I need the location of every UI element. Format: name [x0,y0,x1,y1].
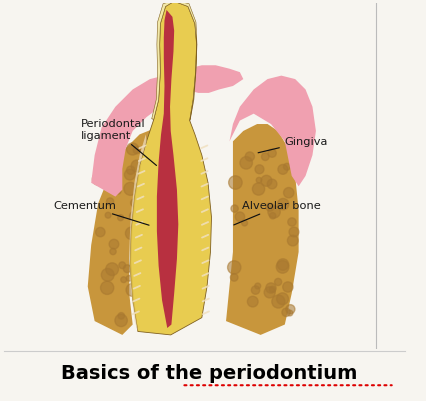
Circle shape [130,212,140,222]
Circle shape [268,150,276,158]
Circle shape [227,261,241,274]
Circle shape [133,263,146,276]
Circle shape [283,282,293,292]
Circle shape [272,295,285,308]
Circle shape [123,265,131,273]
Text: Gingiva: Gingiva [258,137,328,154]
Circle shape [256,178,262,184]
Circle shape [101,269,114,282]
Circle shape [289,227,299,237]
Circle shape [127,144,138,156]
Circle shape [125,227,138,240]
Circle shape [261,176,272,187]
Circle shape [278,165,288,175]
Circle shape [262,154,269,161]
Circle shape [121,277,127,283]
Circle shape [245,152,254,162]
Circle shape [270,213,276,219]
Polygon shape [174,66,243,94]
Circle shape [277,259,289,271]
Circle shape [133,292,146,305]
Circle shape [288,236,298,246]
Text: Cementum: Cementum [53,201,149,226]
Circle shape [105,213,111,219]
Circle shape [255,165,264,174]
Circle shape [283,164,291,171]
Circle shape [135,291,145,300]
Circle shape [242,221,248,227]
Circle shape [118,313,124,319]
Circle shape [154,203,163,213]
Circle shape [266,283,276,294]
Circle shape [251,286,260,295]
Circle shape [268,206,280,219]
Circle shape [267,180,277,189]
Polygon shape [130,2,211,335]
Circle shape [255,284,261,289]
Circle shape [115,314,127,327]
Circle shape [230,274,238,282]
Polygon shape [129,135,147,332]
Circle shape [150,208,160,218]
Circle shape [288,218,296,227]
Circle shape [142,249,156,263]
Circle shape [252,183,265,196]
Circle shape [127,166,135,175]
Text: Periodontal
ligament: Periodontal ligament [81,119,156,166]
Circle shape [109,240,119,249]
Circle shape [231,205,238,213]
Circle shape [282,308,290,317]
Circle shape [229,176,242,190]
Circle shape [286,305,295,314]
Circle shape [101,282,114,295]
Circle shape [134,219,142,227]
Circle shape [118,215,124,221]
Circle shape [264,287,275,298]
Circle shape [126,284,139,297]
Circle shape [248,296,258,307]
Circle shape [235,213,245,222]
Circle shape [276,261,289,273]
Circle shape [147,236,158,246]
Text: Basics of the periodontium: Basics of the periodontium [60,363,357,383]
Circle shape [152,160,162,170]
Circle shape [276,293,288,305]
Circle shape [106,263,118,276]
Circle shape [266,204,274,212]
Circle shape [133,147,141,154]
Polygon shape [157,11,178,328]
Polygon shape [152,1,197,121]
Circle shape [110,249,116,255]
Polygon shape [226,125,299,335]
Polygon shape [130,164,141,332]
Circle shape [274,279,282,286]
Circle shape [124,170,135,180]
Circle shape [270,287,276,293]
Circle shape [115,189,121,194]
Polygon shape [230,77,316,187]
Circle shape [141,178,148,185]
Circle shape [105,158,110,163]
Polygon shape [91,77,184,197]
Circle shape [126,276,132,282]
Text: Alveolar bone: Alveolar bone [234,201,320,225]
Circle shape [124,183,137,196]
Circle shape [240,157,253,170]
Polygon shape [88,128,178,335]
Circle shape [119,262,126,269]
Circle shape [131,161,143,172]
Circle shape [277,199,289,211]
Circle shape [92,174,104,186]
Circle shape [284,188,294,198]
Circle shape [131,199,139,208]
Circle shape [95,228,105,237]
Circle shape [287,310,293,316]
Circle shape [106,198,114,206]
